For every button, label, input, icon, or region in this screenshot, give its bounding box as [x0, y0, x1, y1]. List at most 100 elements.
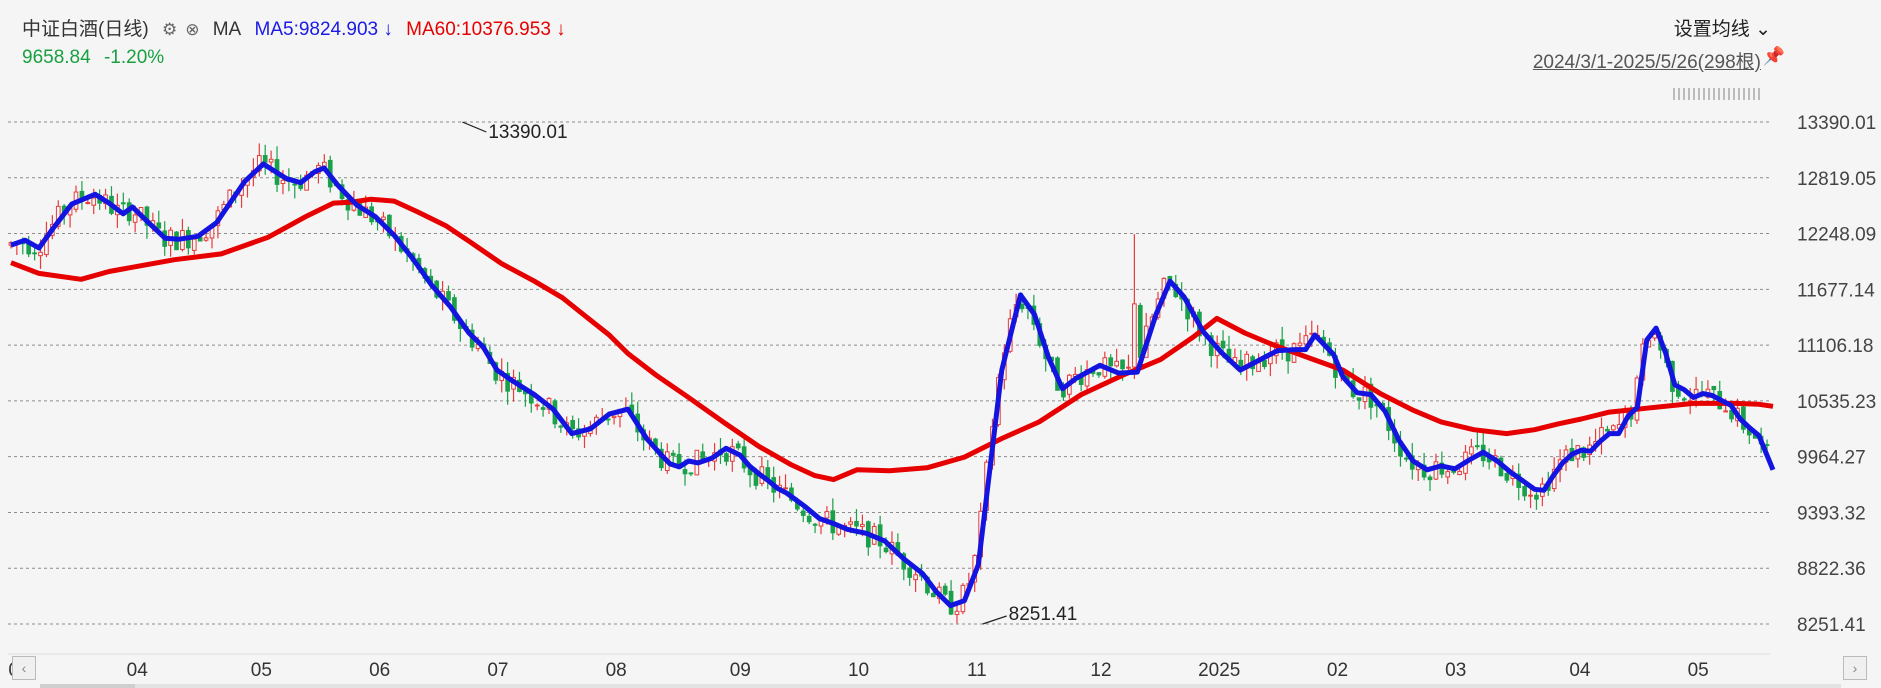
- candle-body[interactable]: [1220, 340, 1226, 349]
- annotation-arrow: [982, 615, 1007, 625]
- candle-body[interactable]: [1303, 335, 1309, 345]
- candle-body[interactable]: [1132, 303, 1137, 368]
- candle-body[interactable]: [1120, 359, 1125, 370]
- candle-body[interactable]: [907, 567, 913, 578]
- candle-body[interactable]: [1504, 473, 1510, 481]
- candle-body[interactable]: [724, 453, 729, 462]
- candle-body[interactable]: [1019, 303, 1025, 310]
- candle-body[interactable]: [1114, 360, 1119, 367]
- candle-body[interactable]: [1681, 398, 1687, 401]
- candle-body[interactable]: [570, 420, 576, 430]
- candle-body[interactable]: [1457, 470, 1462, 476]
- horizontal-scrollbar[interactable]: [40, 684, 1841, 688]
- candle-body[interactable]: [32, 252, 37, 255]
- candle-body[interactable]: [558, 425, 564, 428]
- candle-body[interactable]: [1262, 359, 1267, 368]
- candle-body[interactable]: [1522, 486, 1527, 497]
- candlesticks[interactable]: [8, 143, 1770, 624]
- candle-body[interactable]: [1404, 457, 1409, 460]
- candle-body[interactable]: [1256, 362, 1261, 372]
- candle-body[interactable]: [860, 524, 865, 528]
- candle-body[interactable]: [783, 487, 788, 490]
- scroll-left-button[interactable]: ‹: [12, 656, 36, 680]
- candle-body[interactable]: [1356, 397, 1362, 401]
- candle-body[interactable]: [85, 202, 91, 205]
- candle-body[interactable]: [292, 183, 298, 186]
- candle-body[interactable]: [191, 238, 197, 251]
- candle-body[interactable]: [38, 251, 43, 257]
- candle-body[interactable]: [688, 472, 694, 475]
- scrollbar-thumb[interactable]: [40, 684, 135, 688]
- candle-body[interactable]: [824, 511, 830, 519]
- x-tick-label: 06: [369, 660, 390, 681]
- candle-body[interactable]: [446, 291, 451, 301]
- candle-body[interactable]: [1528, 494, 1533, 497]
- candle-body[interactable]: [954, 610, 960, 616]
- candle-body[interactable]: [1238, 359, 1244, 367]
- candle-body[interactable]: [1610, 425, 1616, 431]
- candle-body[interactable]: [877, 524, 883, 547]
- candle-body[interactable]: [120, 202, 126, 205]
- candle-body[interactable]: [670, 452, 676, 456]
- candle-body[interactable]: [91, 197, 97, 206]
- candle-body[interactable]: [132, 214, 138, 223]
- chevron-down-icon: ⌄: [1755, 19, 1771, 40]
- pin-icon[interactable]: 📌: [1762, 46, 1785, 66]
- candle-body[interactable]: [1126, 366, 1131, 369]
- candle-body[interactable]: [931, 592, 936, 598]
- candle-body[interactable]: [1108, 357, 1114, 367]
- candle-body[interactable]: [913, 574, 918, 581]
- candle-body[interactable]: [1605, 428, 1610, 432]
- extreme-value-label: 13390.01: [488, 122, 567, 143]
- y-tick-label: 12248.09: [1797, 225, 1876, 246]
- close-circle-icon[interactable]: ⊗: [185, 20, 200, 39]
- candle-body[interactable]: [540, 407, 546, 410]
- candle-body[interactable]: [812, 523, 818, 526]
- candle-body[interactable]: [942, 585, 948, 595]
- candle-body[interactable]: [381, 216, 386, 221]
- current-price: 9658.84: [22, 47, 91, 68]
- candle-body[interactable]: [534, 404, 540, 407]
- x-tick-label: 08: [606, 660, 627, 681]
- candle-body[interactable]: [156, 222, 162, 229]
- candle-body[interactable]: [1711, 385, 1717, 391]
- candle-body[interactable]: [203, 237, 209, 241]
- candle-body[interactable]: [1723, 410, 1728, 413]
- candle-body[interactable]: [800, 510, 806, 516]
- y-tick-label: 9964.27: [1797, 448, 1866, 469]
- candle-body[interactable]: [505, 372, 510, 392]
- candle-body[interactable]: [1534, 494, 1539, 500]
- x-tick-label: 2025: [1198, 660, 1240, 681]
- candle-body[interactable]: [1445, 471, 1451, 478]
- candle-body[interactable]: [1297, 342, 1303, 347]
- candle-body[interactable]: [883, 547, 889, 553]
- candle-body[interactable]: [806, 515, 812, 523]
- ma-settings-button[interactable]: 设置均线 ⌄: [1674, 14, 1771, 41]
- candle-body[interactable]: [700, 451, 706, 460]
- candle-body[interactable]: [611, 415, 617, 419]
- candle-body[interactable]: [1137, 304, 1143, 358]
- y-tick-label: 11677.14: [1797, 280, 1875, 301]
- price-row: 9658.84 -1.20%: [22, 47, 172, 69]
- candle-body[interactable]: [735, 443, 741, 449]
- grip-handle-icon[interactable]: [1673, 88, 1761, 100]
- candle-body[interactable]: [1474, 445, 1480, 448]
- candle-body[interactable]: [682, 469, 688, 475]
- ma-label[interactable]: MA: [212, 19, 242, 40]
- candle-body[interactable]: [848, 521, 853, 525]
- candle-body[interactable]: [1764, 444, 1770, 447]
- gear-icon[interactable]: ⚙: [161, 20, 178, 39]
- candle-body[interactable]: [268, 158, 274, 163]
- scroll-right-button[interactable]: ›: [1843, 656, 1867, 680]
- ma5-line: [10, 161, 1776, 609]
- candle-body[interactable]: [1427, 476, 1433, 481]
- ma60-value: MA60:10376.953 ↓: [406, 19, 566, 40]
- x-tick-label: 04: [127, 660, 149, 681]
- candle-body[interactable]: [1469, 446, 1474, 455]
- candle-body[interactable]: [1096, 372, 1102, 376]
- candle-body[interactable]: [854, 520, 859, 527]
- candle-body[interactable]: [280, 179, 286, 185]
- candle-body[interactable]: [262, 155, 268, 163]
- date-range-link[interactable]: 2024/3/1-2025/5/26(298根): [1532, 52, 1761, 73]
